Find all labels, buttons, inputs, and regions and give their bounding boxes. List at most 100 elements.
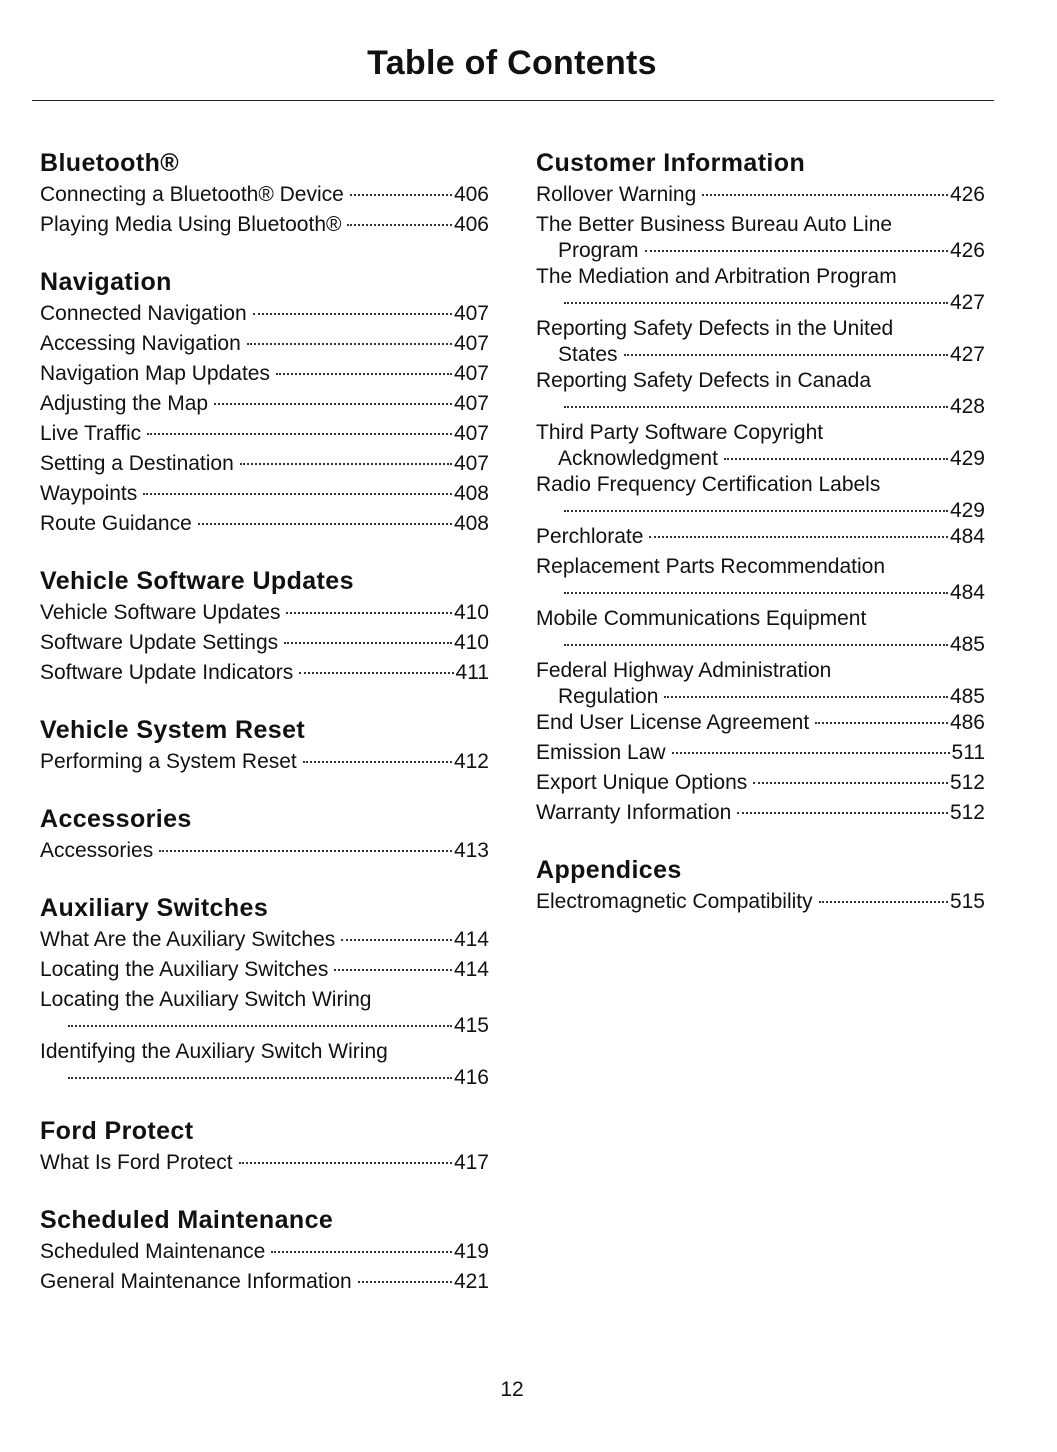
entry-title: Third Party Software Copyright [536,421,824,444]
leader-dots [349,194,452,196]
entry-line-continued: 415 [40,1015,489,1037]
toc-entry[interactable]: Reporting Safety Defects in the United St… [536,314,985,366]
leader-dots [286,612,452,614]
toc-entry[interactable]: End User License Agreement 486 [536,708,985,738]
toc-entry[interactable]: What Are the Auxiliary Switches 414 [40,925,489,955]
entry-page: 428 [949,395,985,418]
section-heading: Vehicle System Reset [40,716,306,744]
toc-entry[interactable]: Waypoints 408 [40,479,489,509]
toc-entry[interactable]: Radio Frequency Certification Labels 429 [536,470,985,522]
entry-line: Software Update Indicators 411 [40,658,489,688]
entry-page: 407 [453,302,489,325]
entry-line: Playing Media Using Bluetooth® 406 [40,210,489,240]
leader-dots [275,373,452,375]
entry-title: What Is Ford Protect [40,1151,233,1174]
leader-dots [815,722,948,724]
entry-line: Rollover Warning 426 [536,180,985,210]
section-heading: Ford Protect [40,1117,194,1145]
toc-entry[interactable]: Third Party Software Copyright Acknowledg… [536,418,985,470]
toc-entry[interactable]: Connected Navigation 407 [40,299,489,329]
toc-entry[interactable]: Federal Highway Administration Regulation… [536,656,985,708]
toc-entry[interactable]: Live Traffic 407 [40,419,489,449]
toc-entry[interactable]: Mobile Communications Equipment 485 [536,604,985,656]
entry-page: 426 [949,239,985,262]
toc-entry[interactable]: General Maintenance Information 421 [40,1267,489,1297]
toc-entry[interactable]: Rollover Warning 426 [536,180,985,210]
entry-line-continued: 429 [536,500,985,522]
entry-title: Rollover Warning [536,183,697,206]
toc-entry[interactable]: Electromagnetic Compatibility 515 [536,887,985,917]
entry-page: 429 [949,447,985,470]
toc-entry[interactable]: Vehicle Software Updates 410 [40,598,489,628]
entry-page: 515 [949,890,985,913]
entry-title: Software Update Indicators [40,661,294,684]
toc-entry[interactable]: Emission Law 511 [536,738,985,768]
toc-entry[interactable]: What Is Ford Protect 417 [40,1148,489,1178]
entry-line: Third Party Software Copyright [536,418,985,448]
leader-dots [649,536,948,538]
toc-entry[interactable]: Route Guidance 408 [40,509,489,539]
toc-section: Vehicle Software Updates Vehicle Software… [40,564,489,688]
leader-dots [302,761,452,763]
entry-line: Warranty Information 512 [536,798,985,828]
toc-entry[interactable]: Performing a System Reset 412 [40,747,489,777]
entry-title: Playing Media Using Bluetooth® [40,213,342,236]
section-heading: Vehicle Software Updates [40,567,354,595]
toc-entry[interactable]: Warranty Information 512 [536,798,985,828]
toc-entry[interactable]: Scheduled Maintenance 419 [40,1237,489,1267]
toc-section: Navigation Connected Navigation 407 Accessi… [40,265,489,539]
toc-entry[interactable]: Software Update Indicators 411 [40,658,489,688]
entry-title-continued: Acknowledgment [558,447,718,470]
entry-page: 484 [949,525,985,548]
toc-entry[interactable]: Perchlorate 484 [536,522,985,552]
toc-entry[interactable]: Accessories 413 [40,836,489,866]
entry-line: Locating the Auxiliary Switches 414 [40,955,489,985]
toc-entry[interactable]: Reporting Safety Defects in Canada 428 [536,366,985,418]
toc-entry[interactable]: Navigation Map Updates 407 [40,359,489,389]
entry-line: Connecting a Bluetooth® Device 406 [40,180,489,210]
entry-page: 408 [453,512,489,535]
entry-line: General Maintenance Information 421 [40,1267,489,1297]
toc-entry[interactable]: Replacement Parts Recommendation 484 [536,552,985,604]
leader-dots [644,250,948,252]
toc-entry[interactable]: Accessing Navigation 407 [40,329,489,359]
leader-dots [564,592,948,594]
entry-title: Accessing Navigation [40,332,241,355]
entry-line: The Better Business Bureau Auto Line [536,210,985,240]
entry-page: 410 [453,601,489,624]
toc-entry[interactable]: Locating the Auxiliary Switch Wiring 415 [40,985,489,1037]
page-number: 12 [500,1378,524,1401]
section-heading: Bluetooth® [40,149,180,177]
entry-line: Setting a Destination 407 [40,449,489,479]
leader-dots [68,1025,452,1027]
entry-line: Vehicle Software Updates 410 [40,598,489,628]
toc-entry[interactable]: The Better Business Bureau Auto Line Prog… [536,210,985,262]
entry-page: 484 [949,581,985,604]
section-heading: Appendices [536,856,682,884]
entry-line: Live Traffic 407 [40,419,489,449]
entry-page: 407 [453,392,489,415]
toc-entry[interactable]: Locating the Auxiliary Switches 414 [40,955,489,985]
toc-entry[interactable]: The Mediation and Arbitration Program 427 [536,262,985,314]
entry-line: Scheduled Maintenance 419 [40,1237,489,1267]
toc-entry[interactable]: Identifying the Auxiliary Switch Wiring 4… [40,1037,489,1089]
entry-page: 406 [453,183,489,206]
entry-line: Mobile Communications Equipment [536,604,985,634]
entry-title: Accessories [40,839,154,862]
toc-entry[interactable]: Setting a Destination 407 [40,449,489,479]
entry-page: 417 [453,1151,489,1174]
toc-entry[interactable]: Software Update Settings 410 [40,628,489,658]
entry-title: The Mediation and Arbitration Program [536,265,897,288]
leader-dots [723,458,948,460]
toc-entry[interactable]: Playing Media Using Bluetooth® 406 [40,210,489,240]
leader-dots [239,463,452,465]
entry-line: What Is Ford Protect 417 [40,1148,489,1178]
entry-title: Connected Navigation [40,302,247,325]
toc-entry[interactable]: Connecting a Bluetooth® Device 406 [40,180,489,210]
entry-title: Route Guidance [40,512,192,535]
toc-entry[interactable]: Adjusting the Map 407 [40,389,489,419]
entry-page: 412 [453,750,489,773]
entry-line-continued: Program 426 [536,240,985,262]
toc-section: Vehicle System Reset Performing a System … [40,713,489,777]
toc-entry[interactable]: Export Unique Options 512 [536,768,985,798]
